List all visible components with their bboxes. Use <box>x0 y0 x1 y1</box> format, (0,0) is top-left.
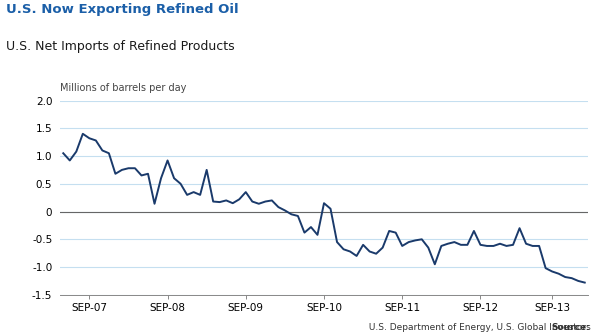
Text: Millions of barrels per day: Millions of barrels per day <box>60 83 187 93</box>
Text: U.S. Now Exporting Refined Oil: U.S. Now Exporting Refined Oil <box>6 3 239 16</box>
Text: U.S. Net Imports of Refined Products: U.S. Net Imports of Refined Products <box>6 40 235 53</box>
Text: Source:: Source: <box>551 323 590 332</box>
Text: U.S. Department of Energy, U.S. Global Investors: U.S. Department of Energy, U.S. Global I… <box>366 323 591 332</box>
